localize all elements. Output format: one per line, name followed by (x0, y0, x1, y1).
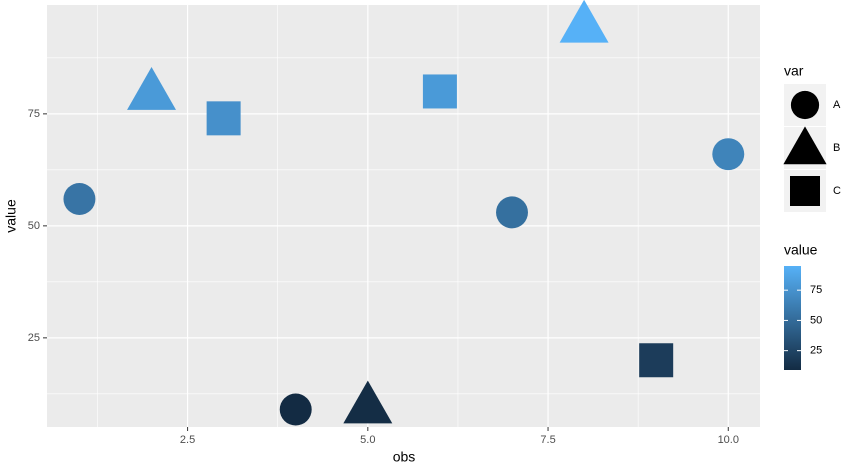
x-tick-label: 5.0 (360, 434, 375, 446)
point (496, 196, 528, 229)
legend-label: A (833, 99, 841, 111)
point (712, 138, 745, 171)
x-tick-label: 7.5 (540, 434, 555, 446)
point (279, 393, 312, 426)
legend-symbol (783, 126, 827, 165)
colorbar (784, 266, 801, 370)
point (343, 380, 393, 424)
point (127, 66, 177, 110)
point (206, 101, 241, 136)
x-axis-title: obs (393, 449, 416, 465)
legend-label: B (833, 142, 840, 154)
legend-symbol (790, 90, 820, 120)
point (63, 182, 96, 215)
colorbar-label: 50 (810, 314, 822, 326)
color-legend-title: value (784, 242, 818, 258)
y-tick-label: 25 (28, 332, 40, 344)
x-tick-label: 2.5 (180, 434, 195, 446)
x-tick-label: 10.0 (718, 434, 739, 446)
legend-symbol (790, 176, 820, 206)
colorbar-label: 25 (810, 345, 822, 357)
y-tick-label: 75 (28, 108, 40, 120)
colorbar-label: 75 (810, 284, 822, 296)
shape-legend-title: var (784, 63, 804, 79)
point (559, 0, 609, 43)
point (422, 74, 457, 109)
y-tick-label: 50 (28, 220, 40, 232)
legend-label: C (833, 185, 841, 197)
point (639, 343, 674, 378)
y-axis-title: value (3, 199, 19, 233)
